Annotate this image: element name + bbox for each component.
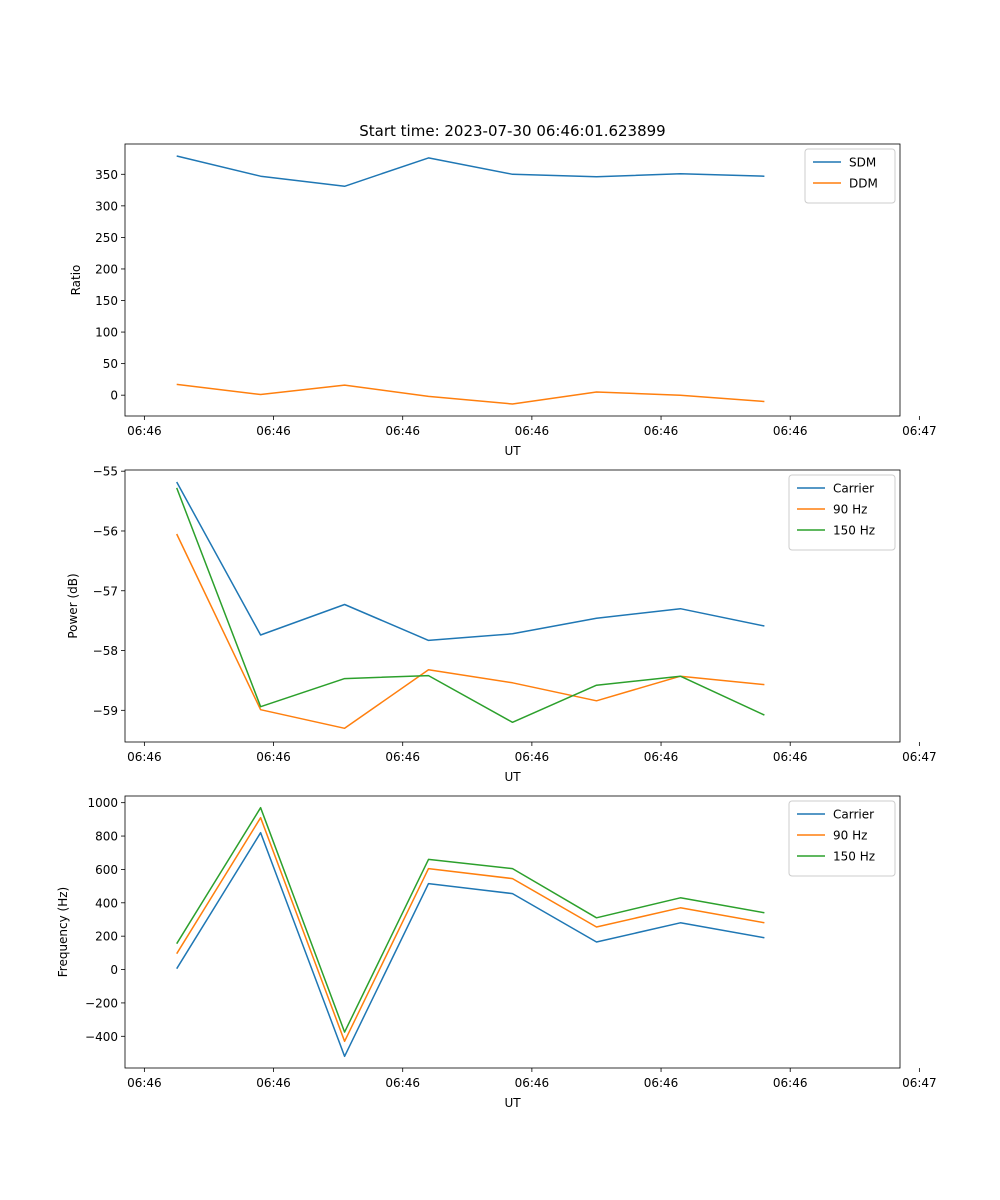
y-tick-label: 400 [95,896,118,910]
x-tick-label: 06:46 [644,750,679,764]
x-tick-label: 06:46 [515,750,550,764]
y-tick-label: 250 [95,231,118,245]
y-axis-label: Power (dB) [66,573,80,638]
series-line-ddm [176,383,765,405]
x-tick-label: 06:47 [902,1076,937,1090]
x-tick-label: 06:46 [385,1076,420,1090]
legend: Carrier 90 Hz 150 Hz [788,474,896,551]
y-tick-label: −57 [93,584,118,598]
x-tick-label: 06:46 [385,424,420,438]
y-tick-label: 600 [95,863,118,877]
x-tick-label: 06:46 [127,1076,162,1090]
y-tick-label: 0 [110,963,118,977]
legend-label: 150 Hz [833,524,875,538]
y-tick-label: 200 [95,930,118,944]
x-tick-label: 06:46 [773,424,808,438]
y-tick-label: −200 [85,996,118,1010]
y-axis-label: Frequency (Hz) [56,887,70,978]
x-tick-label: 06:46 [256,1076,291,1090]
y-tick-label: 50 [103,357,118,371]
series-line-sdm [176,155,765,188]
legend-frame [788,800,896,877]
chart-2: 06:46 06:46 06:46 06:46 06:46 06:46 06:47 −59 −5… [66,465,937,784]
x-tick-label: 06:46 [515,1076,550,1090]
y-axis-label: Ratio [69,265,83,296]
series-line-90-hz [176,533,765,730]
y-tick-label: −400 [85,1030,118,1044]
x-tick-label: 06:46 [256,750,291,764]
legend-label: 90 Hz [833,829,867,843]
y-tick-label: 1000 [87,796,118,810]
x-tick-label: 06:47 [902,750,937,764]
series-line-carrier [176,481,765,642]
y-tick-label: 150 [95,294,118,308]
legend-label: 90 Hz [833,503,867,517]
series-line-150-hz [175,487,765,724]
legend-label: 150 Hz [833,850,875,864]
legend-frame [788,474,896,551]
legend: SDM DDM [804,148,896,204]
series-line-90-hz [176,816,765,1043]
x-tick-label: 06:46 [127,424,162,438]
figure-title: Start time: 2023-07-30 06:46:01.623899 [359,122,665,140]
x-tick-label: 06:46 [773,750,808,764]
x-tick-label: 06:46 [773,1076,808,1090]
legend-label: SDM [849,156,876,170]
y-tick-label: −58 [93,644,118,658]
axes-frame [124,143,901,417]
x-tick-label: 06:47 [902,424,937,438]
x-tick-label: 06:46 [256,424,291,438]
axes-frame [124,795,901,1069]
x-tick-label: 06:46 [385,750,420,764]
y-tick-label: 200 [95,262,118,276]
charts: 06:46 06:46 06:46 06:46 06:46 06:46 06:47 0 50 10… [56,143,937,1110]
axes-frame [124,469,901,743]
x-axis-label: UT [504,444,521,458]
series-line-150-hz [176,806,765,1033]
legend-label: Carrier [833,808,874,822]
chart-3: 06:46 06:46 06:46 06:46 06:46 06:46 06:47 −400 −… [56,795,937,1110]
y-tick-label: −55 [93,465,118,479]
legend: Carrier 90 Hz 150 Hz [788,800,896,877]
y-tick-label: 300 [95,199,118,213]
x-axis-label: UT [504,1096,521,1110]
x-tick-label: 06:46 [515,424,550,438]
legend-label: Carrier [833,482,874,496]
y-tick-label: −56 [93,524,118,538]
y-tick-label: 350 [95,168,118,182]
x-axis-label: UT [504,770,521,784]
chart-1: 06:46 06:46 06:46 06:46 06:46 06:46 06:47 0 50 10… [69,143,937,458]
series-line-carrier [176,831,765,1058]
y-tick-label: 100 [95,326,118,340]
legend-label: DDM [849,177,878,191]
x-tick-label: 06:46 [644,1076,679,1090]
y-tick-label: 0 [110,389,118,403]
x-tick-label: 06:46 [127,750,162,764]
y-tick-label: −59 [93,704,118,718]
y-tick-label: 800 [95,830,118,844]
x-tick-label: 06:46 [644,424,679,438]
